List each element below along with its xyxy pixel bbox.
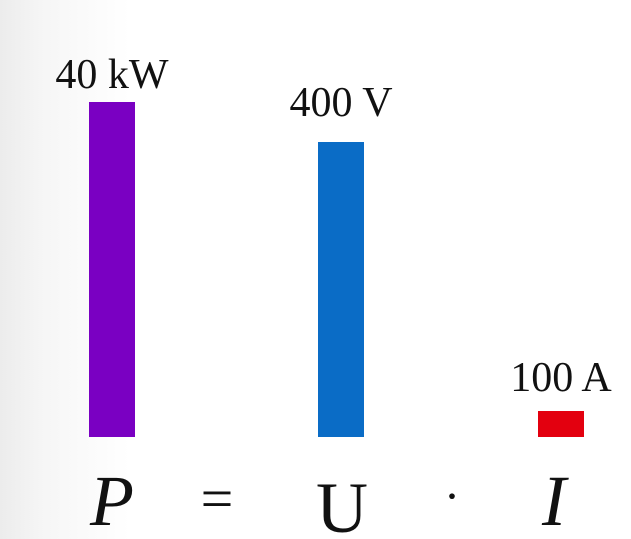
value-labels-group: 40 kW 400 V 100 A: [55, 52, 612, 401]
bar-power: [89, 102, 135, 437]
symbol-current: I: [541, 461, 569, 539]
label-current-value: 100 A: [510, 355, 612, 401]
symbol-power: P: [89, 461, 134, 539]
bar-current: [538, 411, 584, 437]
bars-group: [89, 102, 584, 437]
bar-voltage: [318, 142, 364, 437]
label-power-value: 40 kW: [55, 52, 169, 98]
symbol-voltage: U: [316, 468, 368, 539]
multiplication-dot: ·: [444, 470, 460, 523]
equals-sign: =: [201, 466, 234, 531]
label-voltage-value: 400 V: [289, 80, 392, 126]
